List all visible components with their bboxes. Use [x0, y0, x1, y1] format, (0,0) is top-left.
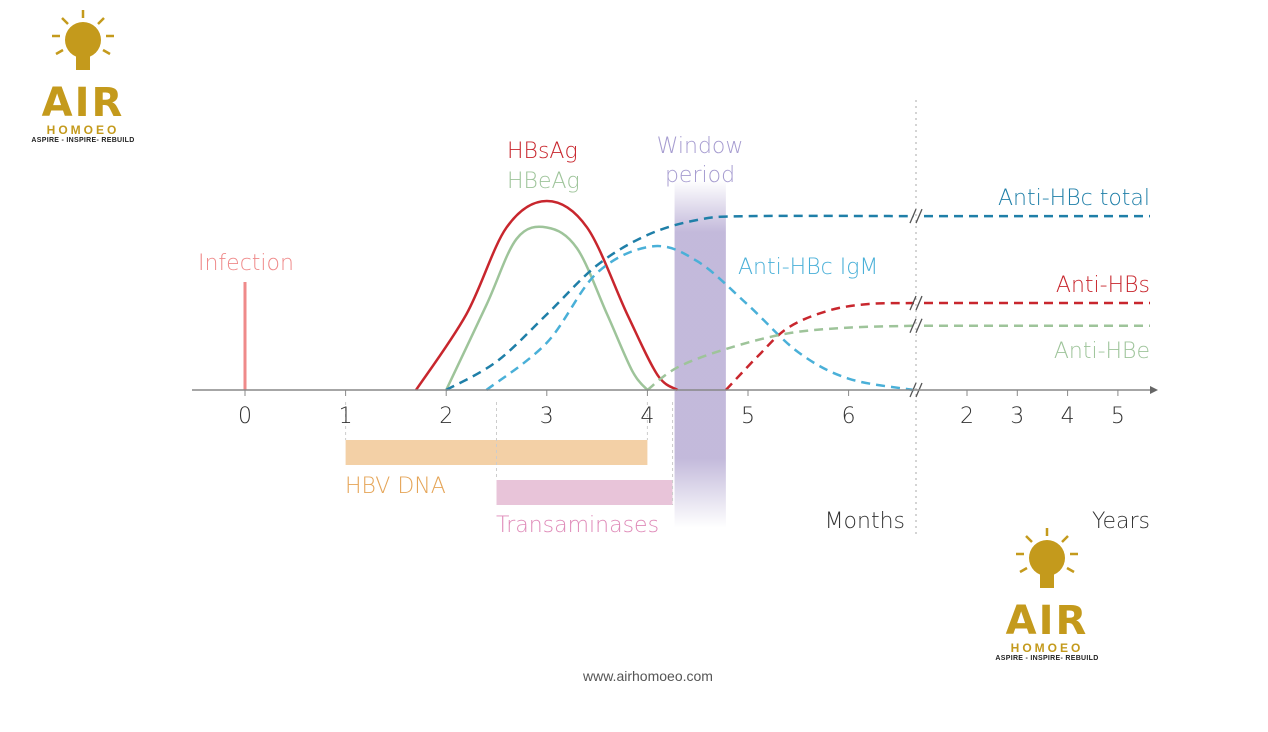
logo-sub: HOMOEO [46, 123, 120, 137]
infection-label: Infection [198, 251, 294, 276]
anti-hbc-total-label: Anti-HBc total [998, 186, 1150, 211]
years-label: Years [1092, 509, 1150, 534]
transaminases-label: Transaminases [496, 513, 659, 538]
logo-tagline: ASPIRE - INSPIRE- REBUILD [995, 655, 1099, 662]
month-tick-label: 5 [741, 404, 755, 429]
axis-break-icon [909, 318, 923, 333]
axis-arrow-icon [1150, 386, 1158, 394]
curve-hbsag [414, 199, 679, 392]
axis-break-icon [909, 208, 923, 224]
hbsag-label: HBsAg [507, 139, 578, 164]
lightbulb-logo-icon [1016, 528, 1078, 588]
curve-anti-hbs [724, 301, 915, 391]
window-label-2: period [665, 163, 735, 188]
website-url[interactable]: www.airhomoeo.com [583, 668, 713, 684]
months-label: Months [825, 509, 905, 534]
curve-hbeag [445, 225, 649, 391]
window-period-band [674, 180, 726, 528]
month-tick-label: 6 [842, 404, 856, 429]
anti-hbs-label: Anti-HBs [1056, 273, 1150, 298]
axis-break-icon [909, 295, 923, 311]
year-tick-label: 4 [1061, 404, 1075, 429]
logo-brand: AIR [41, 80, 125, 126]
month-tick-label: 3 [540, 404, 554, 429]
curve-anti-hbe [646, 324, 915, 391]
lightbulb-logo-icon [52, 10, 114, 70]
year-tick-label: 3 [1010, 404, 1024, 429]
window-label-1: Window [657, 134, 744, 159]
logo-sub: HOMOEO [1010, 641, 1084, 655]
logo-bottom-right: AIR HOMOEO ASPIRE - INSPIRE- REBUILD [992, 526, 1102, 662]
month-tick-label: 2 [439, 404, 453, 429]
bar-transaminases [496, 480, 673, 505]
hbeag-label: HBeAg [507, 169, 580, 194]
year-tick-label: 2 [960, 404, 974, 429]
month-tick-label: 1 [339, 404, 353, 429]
logo-top-left: AIR HOMOEO ASPIRE - INSPIRE- REBUILD [28, 8, 138, 144]
anti-hbc-igm-label: Anti-HBc IgM [738, 255, 878, 280]
logo-tagline: ASPIRE - INSPIRE- REBUILD [31, 137, 135, 144]
anti-hbe-label: Anti-HBe [1054, 339, 1150, 364]
year-tick-label: 5 [1111, 404, 1125, 429]
hbv-dna-label: HBV DNA [345, 474, 446, 499]
curve-anti-hbc-igm [485, 244, 915, 392]
month-tick-label: 4 [640, 404, 654, 429]
month-tick-label: 0 [238, 404, 252, 429]
logo-brand: AIR [1005, 598, 1089, 644]
